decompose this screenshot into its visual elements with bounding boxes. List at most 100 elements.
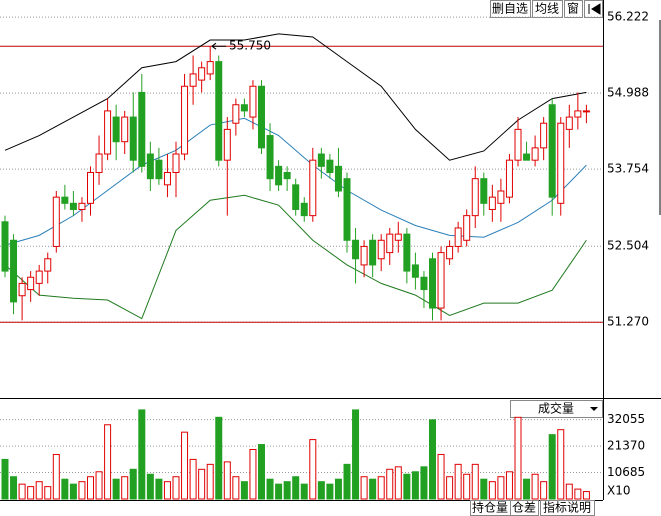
volume-bar (1, 458, 9, 500)
candle-body (129, 116, 137, 161)
volume-bar (523, 478, 531, 500)
dropdown[interactable] (510, 400, 603, 418)
candle-body (112, 116, 120, 143)
volume-bar (112, 478, 120, 500)
candle-body (172, 153, 180, 174)
candle-body (377, 239, 385, 260)
volume-bar (249, 449, 257, 500)
candle-body (215, 61, 223, 161)
annotation-arrow (211, 42, 226, 50)
candle-body (206, 61, 214, 75)
y-tick-label: 54.988 (607, 86, 649, 100)
dropdown-arrow[interactable] (590, 407, 598, 411)
volume-bar (10, 476, 18, 500)
y-tick-label: 53.754 (607, 162, 649, 176)
volume-bar (463, 473, 471, 500)
volume-bar (548, 434, 556, 500)
y-tick-label: 10685 (607, 465, 645, 479)
volume-bar (95, 471, 103, 500)
volume-selector[interactable]: 成交量 (510, 400, 603, 418)
volume-bar (343, 463, 351, 500)
volume-bar (87, 476, 94, 500)
volume-bar (181, 431, 189, 500)
volume-bar (480, 478, 488, 500)
candle-body (403, 233, 411, 272)
band-upper (4, 33, 587, 161)
volume-bar (129, 468, 137, 500)
candle-body (317, 153, 325, 167)
candle-body (78, 202, 86, 210)
volume-bar (266, 478, 274, 500)
button-label[interactable]: 删自选 (492, 2, 528, 16)
candle-body (309, 159, 317, 217)
volume-bar (163, 481, 171, 500)
dropdown-label[interactable]: 成交量 (538, 401, 574, 416)
volume-bar (317, 481, 325, 500)
candle-body (386, 233, 394, 254)
volume-bar (471, 463, 479, 500)
volume-bar (69, 483, 77, 500)
volume-bar (61, 478, 69, 500)
candle-body (574, 110, 582, 118)
candle-body (411, 264, 419, 278)
volume-bar (121, 476, 129, 500)
candle-body (232, 104, 240, 124)
candle-body (87, 172, 94, 204)
collapse-icon[interactable] (588, 3, 601, 15)
candle-body (334, 165, 342, 192)
candle-body (446, 245, 454, 260)
volume-bar (206, 463, 214, 500)
y-tick-label: 32055 (607, 412, 645, 426)
candle-body (189, 73, 197, 87)
tab-label[interactable]: 持仓量 (472, 500, 508, 515)
tab-label[interactable]: 仓差 (512, 501, 536, 515)
candle-body (146, 153, 154, 180)
candle-body (582, 110, 590, 113)
candle-body (258, 85, 265, 149)
candle-body (557, 122, 565, 204)
candle-body (44, 258, 52, 272)
volume-bar (446, 476, 454, 500)
volume-bar (386, 468, 394, 500)
candle-body (300, 202, 308, 217)
candle-body (437, 252, 445, 309)
candle-body (326, 159, 334, 174)
button-label[interactable]: 窗 (567, 2, 579, 16)
button-label[interactable]: 均线 (535, 2, 559, 16)
volume-bar (258, 444, 265, 500)
candle-body (240, 104, 248, 112)
y-tick-label: 51.270 (607, 315, 649, 329)
candle-body (394, 233, 402, 241)
volume-bar (420, 466, 428, 500)
volume-bar (454, 463, 462, 500)
volume-bar (275, 483, 283, 500)
candle-body (1, 221, 9, 272)
candle-body (95, 153, 103, 174)
candle-body (540, 122, 548, 149)
button[interactable] (532, 0, 563, 18)
candle-body (10, 239, 18, 303)
candle-body (138, 91, 146, 167)
tab-label[interactable]: 指标说明 (543, 500, 591, 515)
volume-bar (189, 458, 197, 500)
volume-bar (44, 486, 52, 500)
candle-body (505, 159, 513, 198)
volume-bar (300, 483, 308, 500)
candle-body (35, 270, 43, 284)
volume-bar (360, 476, 368, 500)
volume-bar (155, 478, 163, 500)
volume-bar (369, 478, 377, 500)
candle-body (223, 128, 231, 161)
volume-bar (540, 481, 548, 500)
volume-bar (27, 486, 35, 500)
band-lower (4, 194, 587, 320)
volume-bar (514, 416, 522, 500)
candle-body (454, 227, 462, 247)
candle-body (181, 85, 189, 155)
candle-body (52, 196, 60, 247)
candle-body (471, 178, 479, 217)
volume-bar (240, 481, 248, 500)
volume-bar (377, 476, 385, 500)
volume-bar (309, 439, 317, 500)
volume-bar (574, 488, 582, 500)
